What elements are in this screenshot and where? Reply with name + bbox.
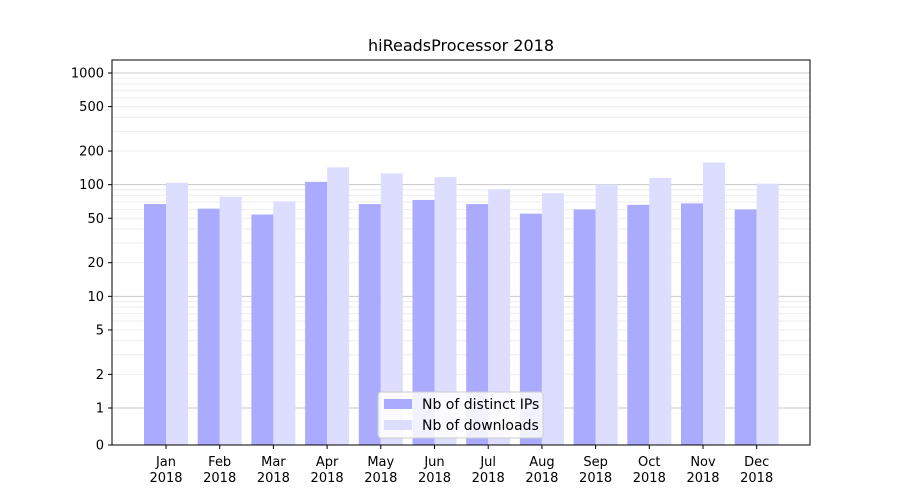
bar-downloads (273, 201, 296, 445)
bar-downloads (756, 183, 779, 446)
x-tick-label-year: 2018 (257, 471, 290, 486)
bar-downloads (649, 177, 672, 446)
x-tick-label-year: 2018 (203, 471, 236, 486)
y-tick-label: 50 (87, 212, 104, 227)
plot-frame (111, 59, 811, 446)
bar-distinct-ips (573, 209, 596, 445)
x-axis: Jan2018Feb2018Mar2018Apr2018May2018Jun20… (149, 445, 773, 486)
y-tick-label: 20 (87, 256, 104, 271)
x-tick-label-year: 2018 (686, 471, 719, 486)
bar-distinct-ips (197, 208, 220, 445)
bar-downloads (488, 189, 511, 445)
x-tick-label-year: 2018 (311, 471, 344, 486)
x-tick-label-year: 2018 (740, 471, 773, 486)
x-tick-label-year: 2018 (579, 471, 612, 486)
bar-downloads (380, 173, 403, 445)
y-tick-label: 10 (87, 290, 104, 305)
legend-swatch-distinct-ips (384, 399, 412, 409)
y-tick-label: 0 (96, 439, 104, 454)
x-tick-label-month: Sep (583, 455, 608, 470)
x-tick-label-month: Mar (261, 455, 286, 470)
bar-downloads (434, 177, 457, 445)
y-tick-label: 200 (79, 145, 104, 160)
bar-downloads (595, 184, 618, 445)
y-tick-label: 100 (79, 178, 104, 193)
bar-downloads (219, 196, 242, 445)
x-tick-label-year: 2018 (364, 471, 397, 486)
bar-distinct-ips (305, 181, 328, 445)
bar-distinct-ips (734, 209, 757, 445)
x-tick-label-month: Jun (423, 455, 444, 470)
chart-title: hiReadsProcessor 2018 (368, 36, 554, 55)
y-tick-label: 2 (96, 368, 104, 383)
x-tick-label-month: Dec (744, 455, 769, 470)
bar-distinct-ips (412, 199, 435, 445)
x-tick-label-month: Apr (316, 455, 339, 470)
x-tick-label-month: Nov (690, 455, 716, 470)
y-tick-label: 1 (96, 402, 104, 417)
x-tick-label-year: 2018 (525, 471, 558, 486)
bar-downloads (166, 182, 188, 445)
x-tick-label-month: Jul (479, 455, 496, 470)
legend-label-distinct-ips: Nb of distinct IPs (422, 397, 539, 413)
legend-swatch-downloads (384, 420, 412, 430)
bar-distinct-ips (519, 213, 542, 445)
x-tick-label-month: Oct (638, 455, 660, 470)
bar-distinct-ips (251, 214, 274, 445)
x-tick-label-year: 2018 (633, 471, 666, 486)
bar-distinct-ips (466, 204, 489, 445)
bar-downloads (703, 162, 725, 446)
legend: Nb of distinct IPs Nb of downloads (377, 391, 544, 439)
y-tick-label: 500 (79, 100, 104, 115)
bar-distinct-ips (681, 203, 703, 445)
x-tick-label-year: 2018 (472, 471, 505, 486)
x-tick-label-year: 2018 (149, 471, 182, 486)
bar-downloads (327, 167, 350, 446)
y-axis: 0 1 2 5 10 20 50 100 200 500 1000 (71, 67, 112, 454)
x-tick-label-month: May (367, 455, 394, 470)
legend-label-downloads: Nb of downloads (422, 418, 539, 434)
x-tick-label-month: Aug (529, 455, 554, 470)
bar-distinct-ips (627, 204, 650, 445)
bar-distinct-ips (358, 204, 381, 445)
bar-group (144, 162, 779, 446)
y-tick-label: 5 (96, 323, 104, 338)
legend-box (377, 391, 544, 439)
x-tick-label-month: Jan (155, 455, 176, 470)
x-tick-label-month: Feb (208, 455, 231, 470)
y-tick-label: 1000 (71, 67, 104, 82)
x-tick-label-year: 2018 (418, 471, 451, 486)
bar-downloads (541, 193, 564, 445)
bar-distinct-ips (144, 204, 166, 445)
